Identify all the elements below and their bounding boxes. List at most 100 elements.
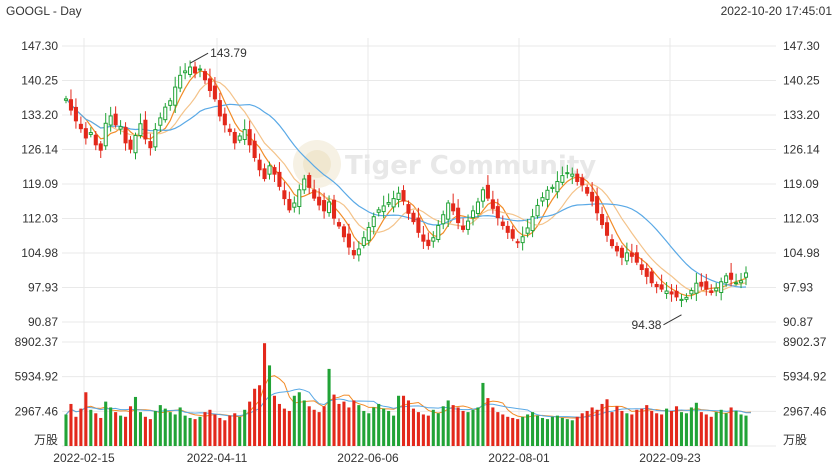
candle-body <box>595 196 600 214</box>
candle-body <box>406 204 411 214</box>
volume-bar <box>565 419 569 446</box>
volume-bar <box>610 412 614 446</box>
price-tick-right: 126.14 <box>783 142 820 156</box>
candle-body <box>302 178 307 191</box>
candle-body <box>689 290 694 295</box>
volume-bar <box>198 416 202 446</box>
volume-bar <box>243 409 247 446</box>
volume-axis-right: 8902.37 5934.92 2967.46 万股 <box>783 335 827 447</box>
candle-body <box>361 237 366 246</box>
volume-bar <box>193 419 197 446</box>
volume-bar <box>173 414 177 446</box>
volume-bar <box>550 416 554 446</box>
price-tick-right: 104.98 <box>783 246 820 260</box>
candle-body <box>719 281 724 294</box>
volume-bar <box>531 412 535 446</box>
candle-body <box>88 132 93 135</box>
volume-bar <box>282 408 286 446</box>
candle-body <box>297 189 302 208</box>
volume-bar <box>580 413 584 446</box>
volume-bar <box>595 409 599 446</box>
candle-body <box>307 175 312 188</box>
candle-body <box>237 135 242 141</box>
candle-body <box>570 173 575 177</box>
candle-body <box>738 280 744 284</box>
candle-body <box>188 66 193 75</box>
candle-body <box>366 226 371 241</box>
volume-bar <box>267 365 272 446</box>
volume-bar <box>630 414 634 446</box>
volume-bar <box>218 417 222 446</box>
candle-body <box>505 225 510 233</box>
candle-body <box>565 172 570 175</box>
volume-bar <box>555 415 559 446</box>
volume-bar <box>431 409 435 446</box>
volume-bar <box>704 414 708 446</box>
price-tick-left: 147.30 <box>21 39 58 53</box>
volume-bar <box>327 368 331 446</box>
candle-body <box>232 131 237 144</box>
candle-body <box>714 287 719 292</box>
candle-body <box>173 86 178 106</box>
candle-body <box>371 216 376 228</box>
volume-bar <box>436 413 440 446</box>
candle-body <box>158 117 163 126</box>
candle-body <box>624 252 629 262</box>
volume-bar <box>119 415 123 446</box>
volume-bar <box>367 413 371 446</box>
ma-long-line <box>65 98 747 288</box>
volume-bar <box>148 419 152 446</box>
volume-bar <box>506 416 510 446</box>
volume-bar <box>496 412 500 446</box>
volume-bar <box>670 410 674 446</box>
volume-bars <box>64 343 748 446</box>
volume-bar <box>183 415 187 446</box>
volume-bar <box>729 407 733 446</box>
volume-bar <box>620 410 624 446</box>
volume-bar <box>511 417 515 446</box>
candle-body <box>495 206 500 219</box>
volume-bar <box>540 417 545 446</box>
candle-body <box>262 168 267 180</box>
volume-bar <box>312 409 316 446</box>
volume-bar <box>625 413 629 446</box>
volume-bar <box>238 416 242 446</box>
volume-bar <box>292 395 296 446</box>
volume-bar <box>317 412 321 446</box>
volume-bar <box>74 416 78 446</box>
volume-bar <box>263 343 267 446</box>
volume-bar <box>104 401 108 446</box>
volume-bar <box>377 403 381 446</box>
volume-bar <box>84 392 88 446</box>
volume-bar <box>133 396 138 446</box>
candle-body <box>197 68 203 71</box>
volume-bar <box>476 407 480 446</box>
candle-body <box>322 200 327 212</box>
candle-body <box>78 123 83 130</box>
candle-body <box>212 85 217 100</box>
candle-body <box>729 272 734 280</box>
volume-bar <box>168 412 172 446</box>
candle-body <box>674 290 679 298</box>
volume-bar <box>699 412 703 446</box>
volume-bar <box>416 412 420 446</box>
volume-bar <box>352 400 356 446</box>
candle-body <box>540 197 545 202</box>
watermark-text: Tiger Community <box>345 151 596 181</box>
candle-body <box>600 214 605 226</box>
volume-bar <box>248 401 252 446</box>
volume-bar <box>456 407 460 446</box>
price-tick-right: 147.30 <box>783 39 820 53</box>
candle-body <box>604 222 610 236</box>
candle-body <box>327 201 332 214</box>
volume-bar <box>79 408 83 446</box>
volume-bar <box>521 416 525 446</box>
candle-body <box>545 189 550 200</box>
candle-body <box>272 167 277 175</box>
volume-bar <box>397 395 401 446</box>
volume-bar <box>347 407 351 446</box>
volume-bar <box>535 415 540 446</box>
volume-bar <box>645 405 649 446</box>
price-axis-right: 147.30 140.25 133.20 126.14 119.09 112.03 104.… <box>783 39 820 329</box>
